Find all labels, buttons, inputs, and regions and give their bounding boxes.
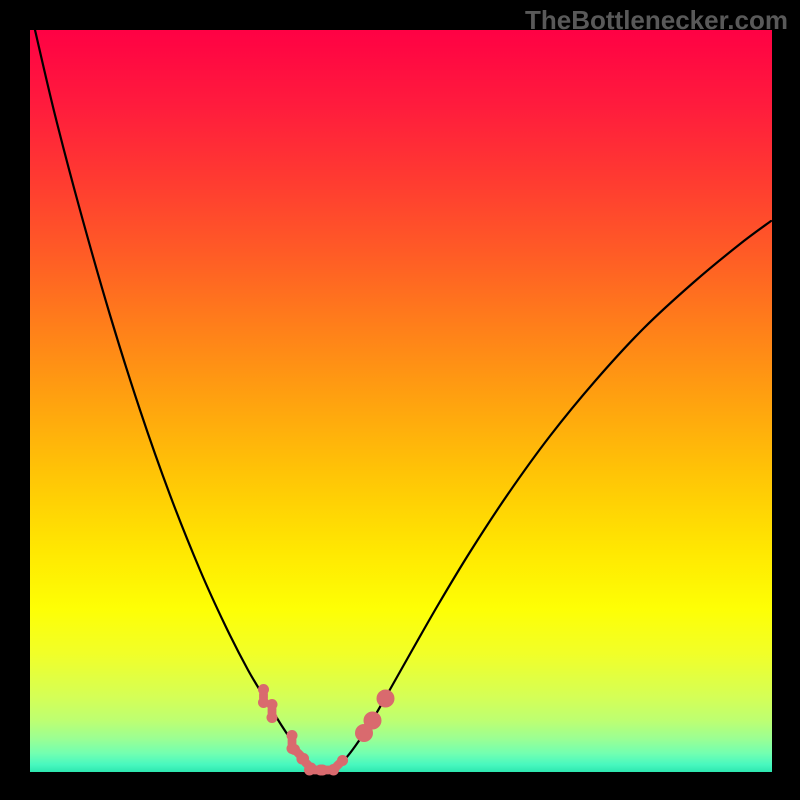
marker xyxy=(328,755,348,775)
bottleneck-curve xyxy=(35,30,771,771)
chart-container: TheBottlenecker.com xyxy=(0,0,800,800)
marker xyxy=(364,712,382,730)
chart-overlay xyxy=(0,0,800,800)
watermark-label: TheBottlenecker.com xyxy=(525,5,788,36)
marker xyxy=(377,690,395,708)
curve-markers xyxy=(258,684,395,776)
marker xyxy=(267,699,278,723)
